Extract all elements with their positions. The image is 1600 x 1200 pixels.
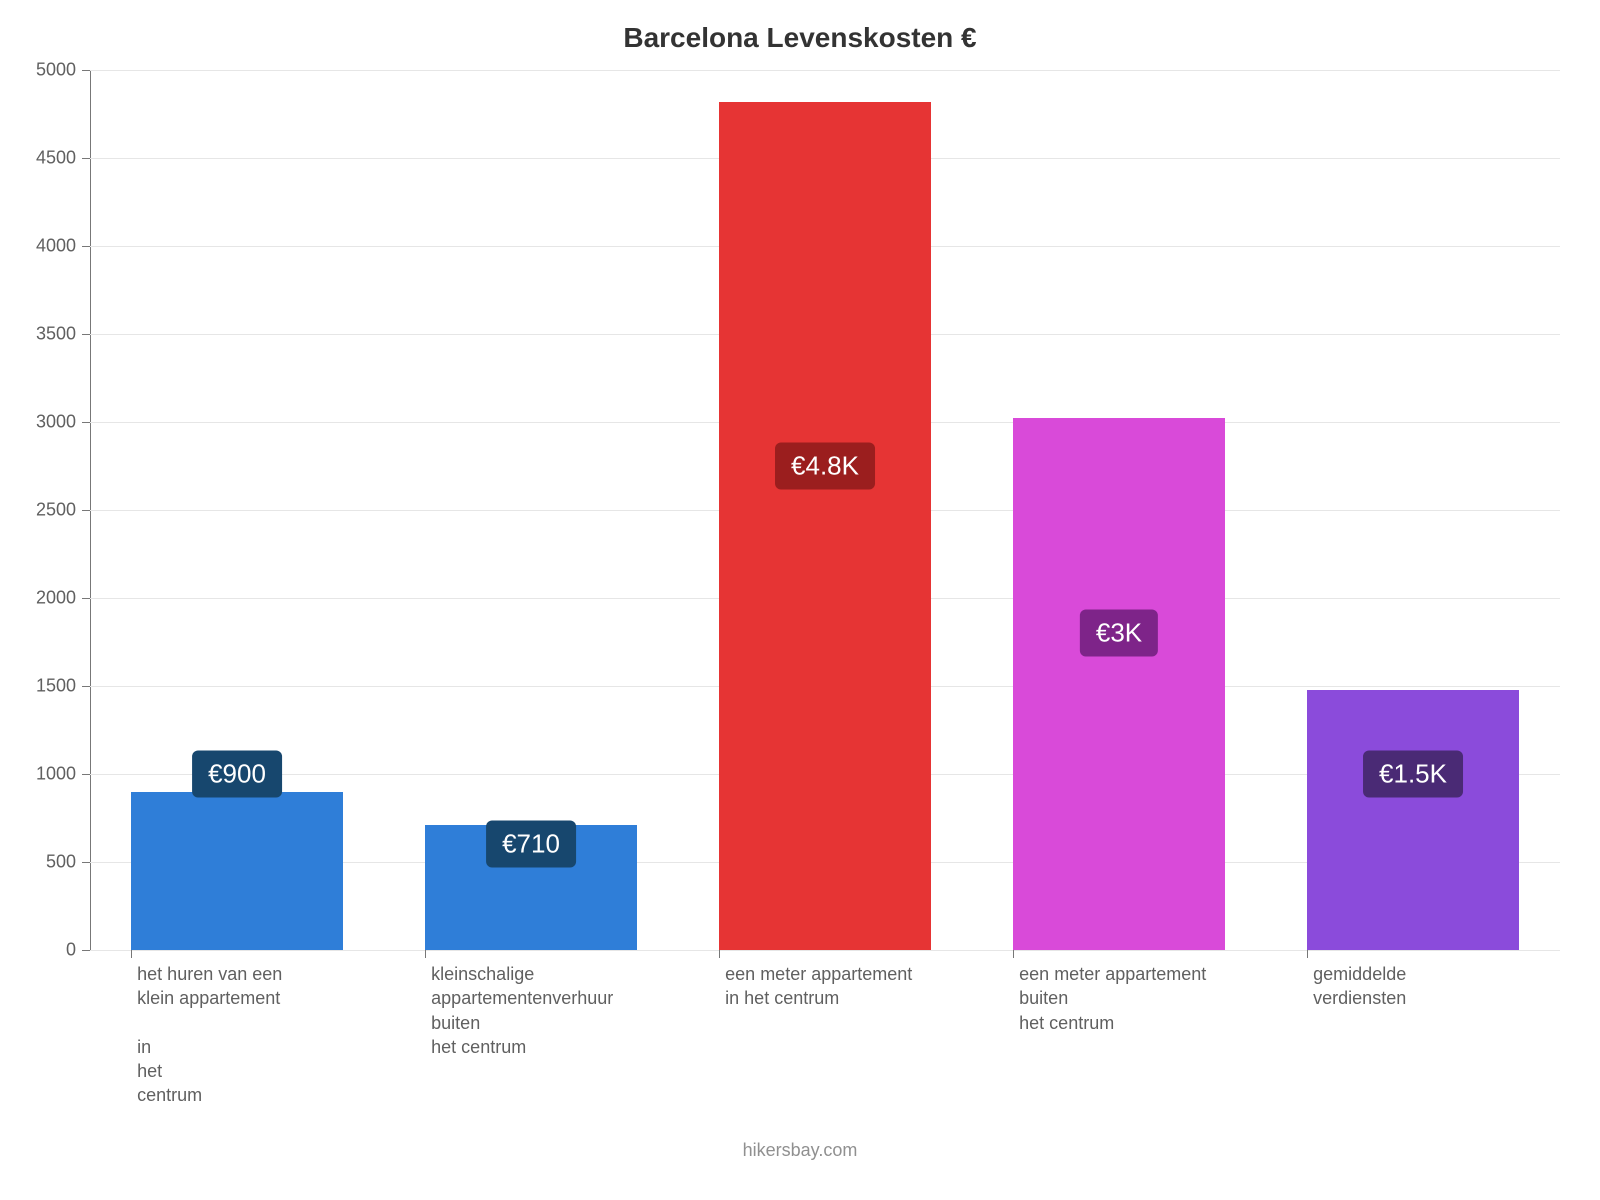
x-category-label-line: buiten (1019, 986, 1261, 1010)
bar (1013, 418, 1225, 950)
x-category-label-line: appartementenverhuur (431, 986, 673, 1010)
bar (1307, 690, 1519, 950)
x-category-label-line: het huren van een (137, 962, 379, 986)
x-category-label-line: gemiddelde (1313, 962, 1555, 986)
x-category-label: gemiddeldeverdiensten (1313, 962, 1555, 1011)
bars-group: €900 €710 €4.8K €3K €1.5K (90, 70, 1560, 950)
x-category-label-line: buiten (431, 1011, 673, 1035)
x-category-label: een meter appartementbuitenhet centrum (1019, 962, 1261, 1035)
x-tick (1013, 950, 1014, 958)
bar-value-badge: €710 (486, 821, 576, 868)
y-tick-label: 5000 (36, 60, 90, 81)
y-tick-label: 1500 (36, 676, 90, 697)
y-tick-label: 4000 (36, 236, 90, 257)
y-tick-label: 500 (46, 852, 90, 873)
y-tick-label: 3500 (36, 324, 90, 345)
plot-area: 0500100015002000250030003500400045005000… (90, 70, 1560, 950)
y-tick-label: 4500 (36, 148, 90, 169)
chart-title: Barcelona Levenskosten € (0, 22, 1600, 54)
x-category-label-line: het centrum (431, 1035, 673, 1059)
bar (719, 102, 931, 950)
y-tick-label: 2000 (36, 588, 90, 609)
x-category-label: het huren van eenklein appartement inhet… (137, 962, 379, 1108)
x-category-label-line: verdiensten (1313, 986, 1555, 1010)
x-category-label-line: klein appartement (137, 986, 379, 1010)
x-category-label-line: het (137, 1059, 379, 1083)
credit-text: hikersbay.com (0, 1140, 1600, 1161)
bar-value-badge: €4.8K (775, 443, 875, 490)
bar-value-badge: €3K (1080, 610, 1158, 657)
x-category-label-line: het centrum (1019, 1011, 1261, 1035)
y-tick-label: 3000 (36, 412, 90, 433)
y-tick-label: 2500 (36, 500, 90, 521)
x-category-label-line: centrum (137, 1083, 379, 1107)
x-tick (425, 950, 426, 958)
y-tick-label: 0 (66, 940, 90, 961)
x-category-label: kleinschaligeappartementenverhuurbuitenh… (431, 962, 673, 1059)
x-tick (719, 950, 720, 958)
bar (131, 792, 343, 950)
x-tick (1307, 950, 1308, 958)
bar-value-badge: €1.5K (1363, 751, 1463, 798)
x-category-label-line: een meter appartement (1019, 962, 1261, 986)
x-tick (131, 950, 132, 958)
y-tick-label: 1000 (36, 764, 90, 785)
x-category-label-line: in (137, 1035, 379, 1059)
x-category-label-line: in het centrum (725, 986, 967, 1010)
x-category-label-line: kleinschalige (431, 962, 673, 986)
x-category-label: een meter appartementin het centrum (725, 962, 967, 1011)
chart-container: Barcelona Levenskosten € 050010001500200… (0, 0, 1600, 1200)
bar-value-badge: €900 (192, 751, 282, 798)
x-category-label-line (137, 1011, 379, 1035)
x-category-label-line: een meter appartement (725, 962, 967, 986)
grid-line (90, 950, 1560, 951)
